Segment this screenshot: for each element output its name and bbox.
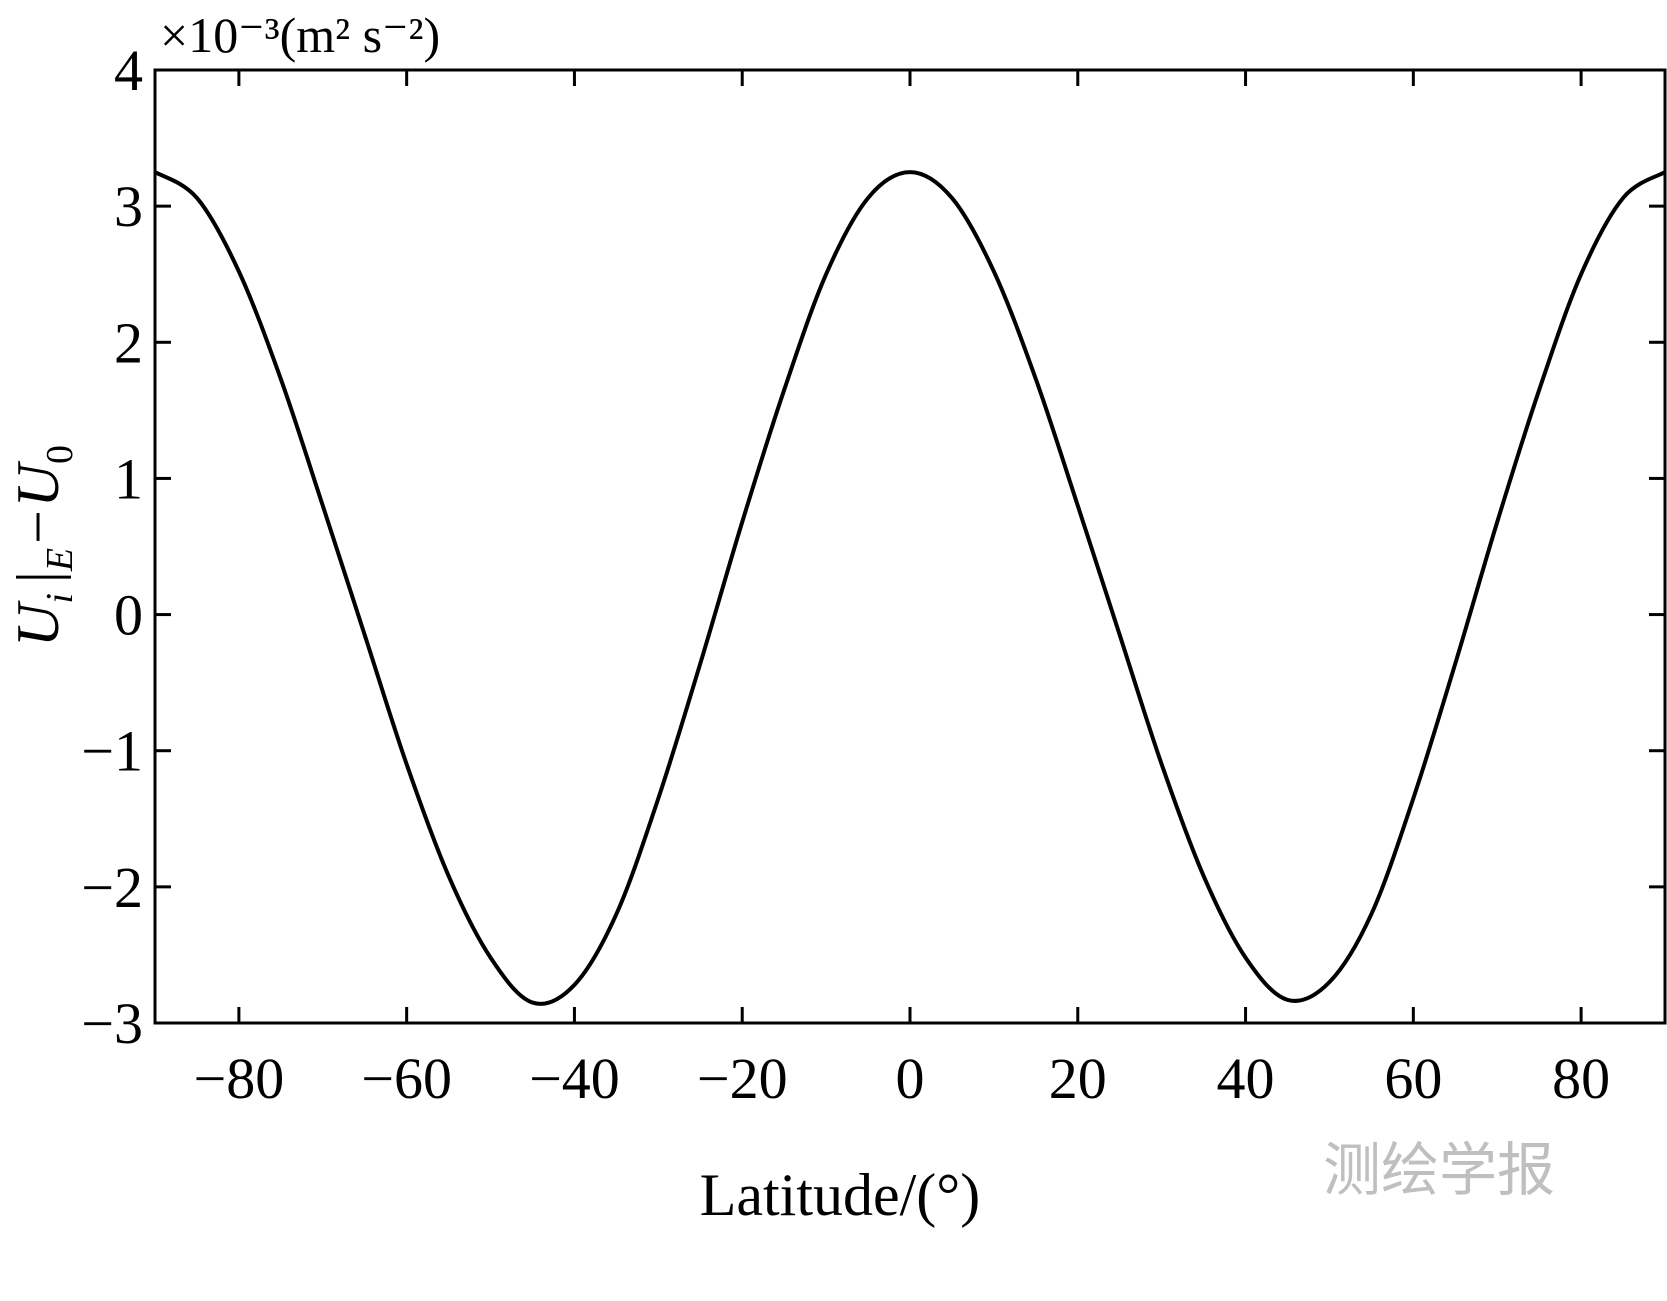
x-tick-label: 0 [896, 1046, 925, 1111]
y-tick-label: 4 [114, 38, 143, 103]
series-line [153, 170, 1667, 1006]
y-axis-unit-label: ×10⁻³(m² s⁻²) [160, 7, 440, 63]
y-tick-label: −1 [81, 719, 143, 784]
series-group [153, 170, 1667, 1006]
y-axis-label-sub-0: 0 [39, 445, 81, 464]
y-axis-label-separator: | [5, 571, 71, 583]
journal-watermark: 测绘学报 [1323, 1136, 1555, 1204]
x-tick-label: 40 [1217, 1046, 1275, 1111]
x-tick-label: 20 [1049, 1046, 1107, 1111]
x-axis-label: Latitude/(°) [700, 1162, 981, 1228]
y-tick-label: 1 [114, 446, 143, 511]
y-tick-label: 0 [114, 583, 143, 648]
y-axis-ticks: −3 −2 −1 0 1 2 3 4 [81, 38, 1665, 1056]
y-axis-label-minus-u: −U [5, 460, 71, 547]
x-tick-label: −60 [361, 1046, 452, 1111]
plot-area-frame [153, 68, 1667, 1025]
y-axis-label-sub-e: E [39, 548, 81, 572]
x-tick-label: 60 [1384, 1046, 1442, 1111]
x-tick-label: −40 [529, 1046, 620, 1111]
y-tick-label: 3 [114, 174, 143, 239]
y-tick-label: 2 [114, 310, 143, 375]
x-axis-ticks: −80 −60 −40 −20 0 20 40 60 80 [194, 70, 1610, 1111]
x-tick-label: 80 [1552, 1046, 1610, 1111]
y-axis-label-sub-i: i [39, 593, 81, 604]
x-tick-label: −80 [194, 1046, 285, 1111]
y-axis-label: Ui |E−U0 [5, 445, 81, 647]
x-tick-label: −20 [697, 1046, 788, 1111]
y-tick-label: −2 [81, 855, 143, 920]
y-axis-label-main: U [5, 600, 71, 647]
y-tick-label: −3 [81, 991, 143, 1056]
